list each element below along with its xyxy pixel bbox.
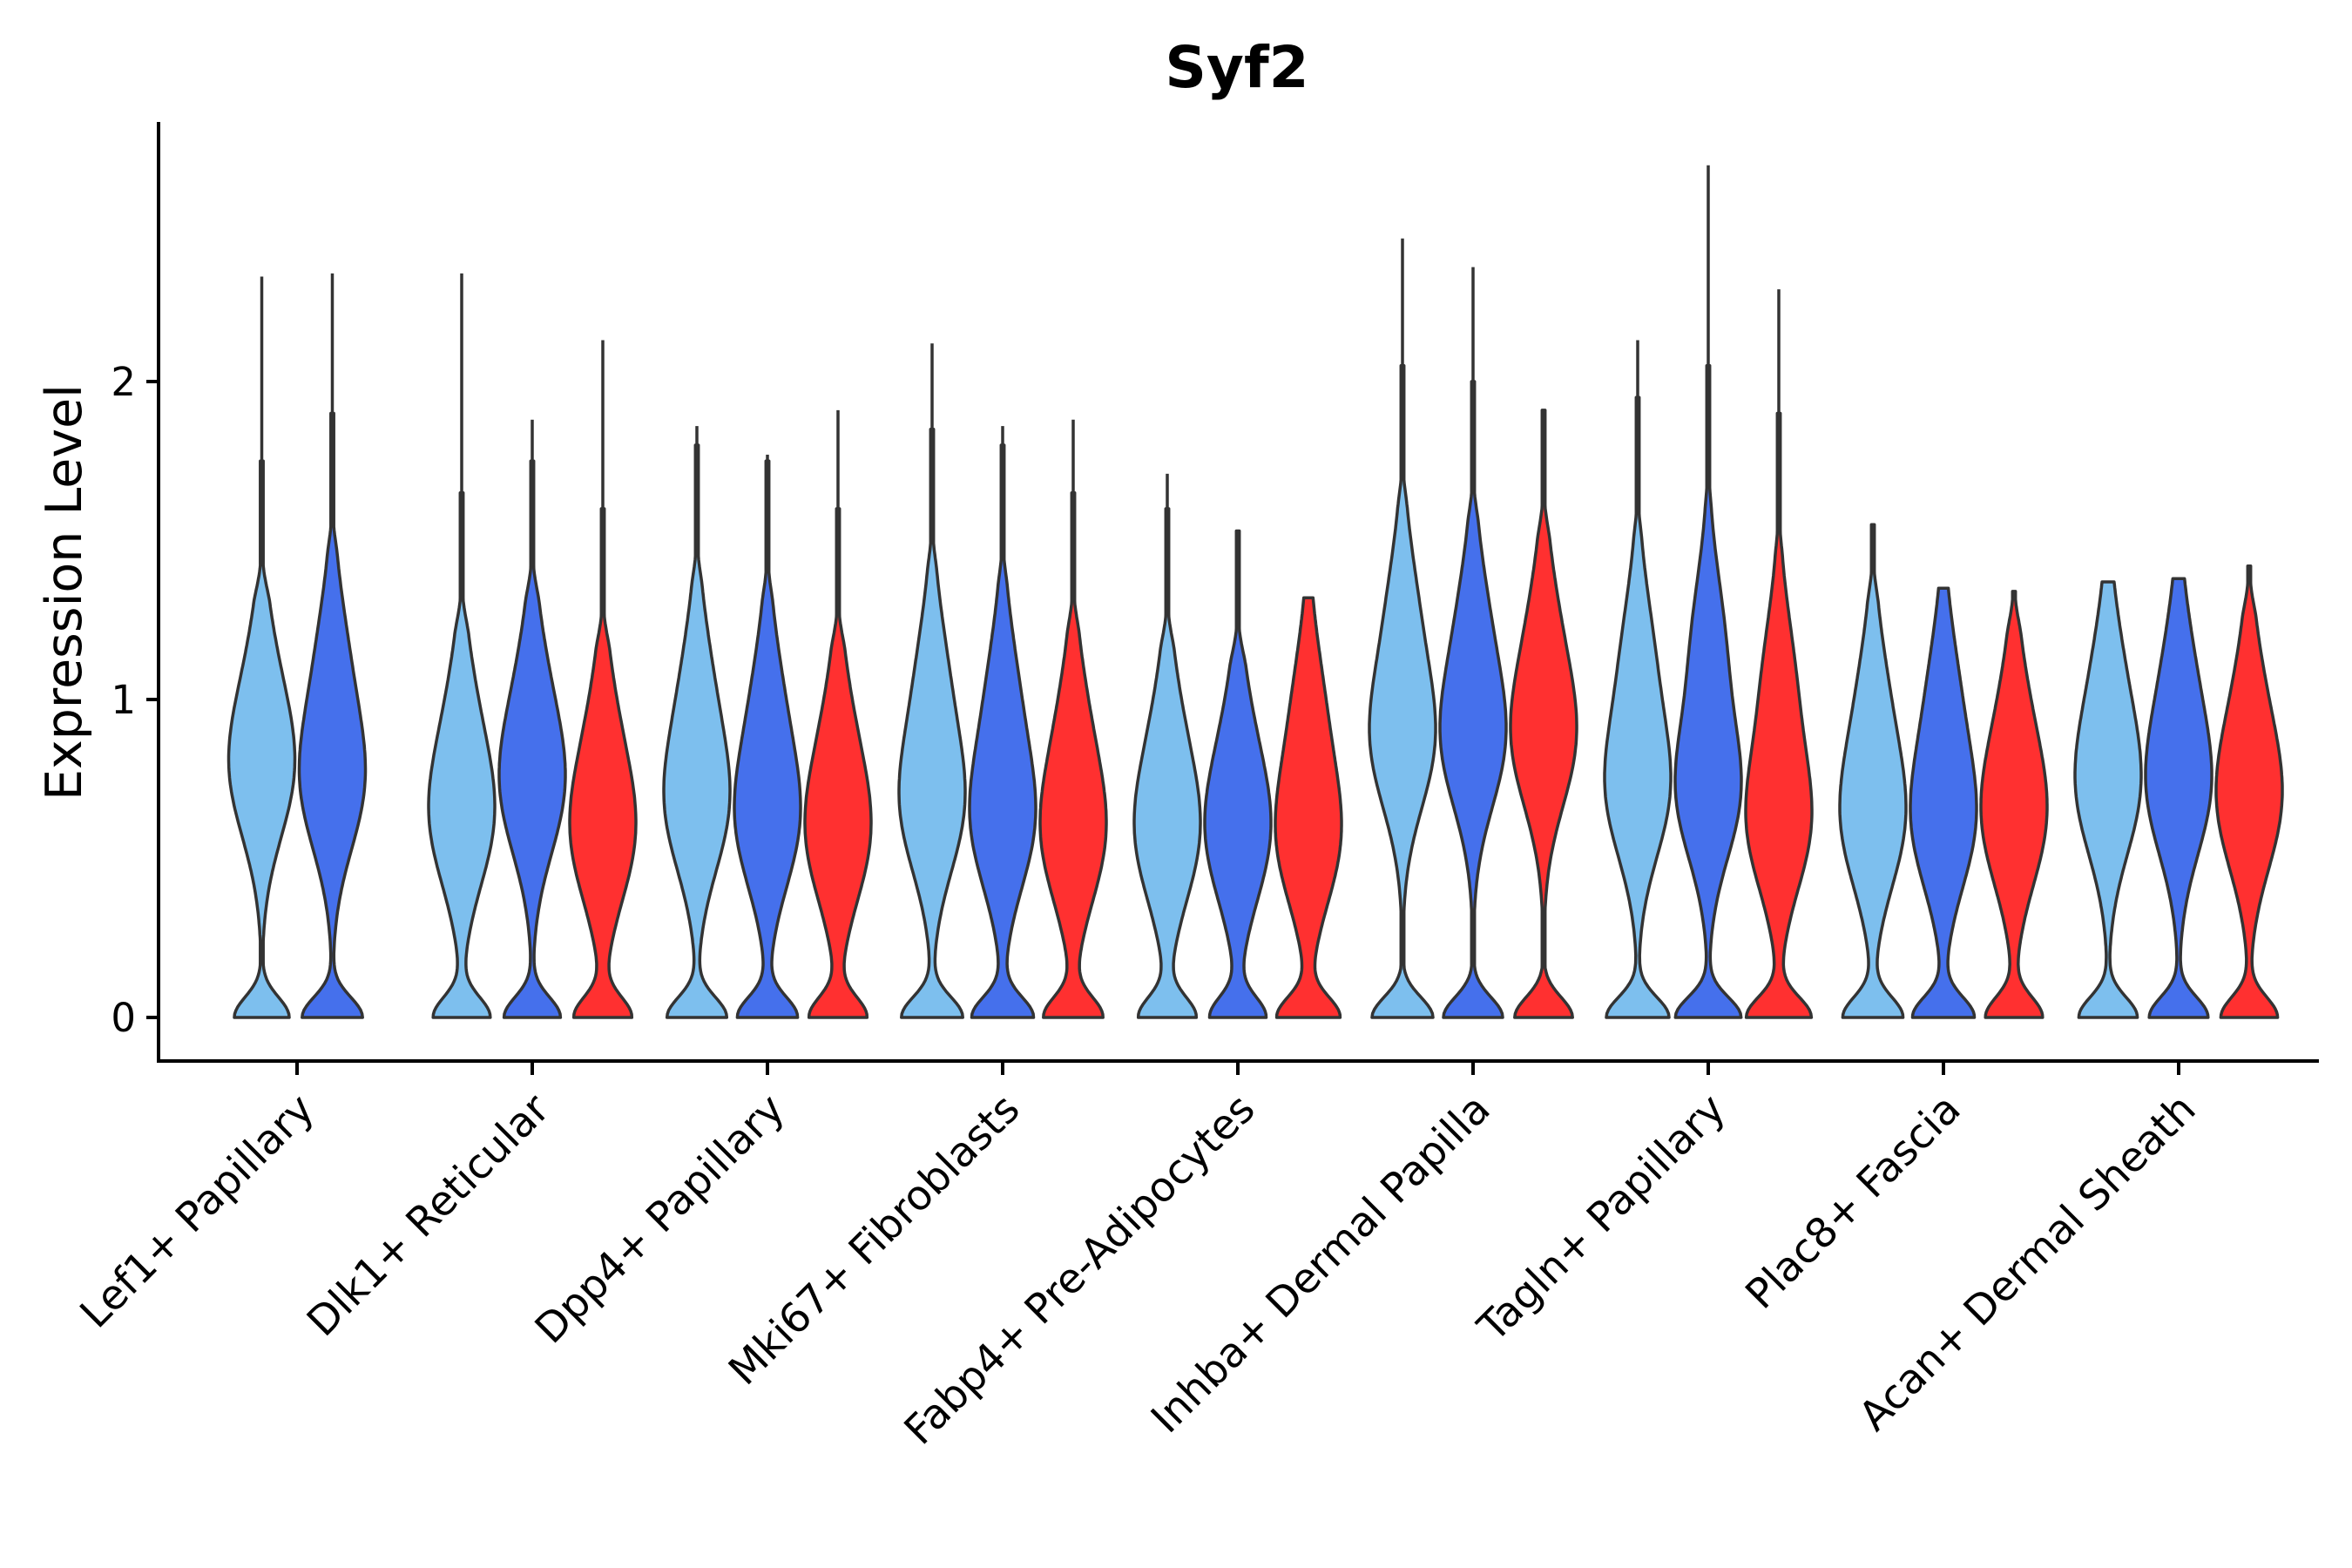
violin-shape	[1673, 363, 1743, 1019]
violin-shape	[1838, 523, 1908, 1019]
violin-shape	[1438, 380, 1508, 1019]
violin-shape	[1509, 409, 1578, 1019]
violin-shape	[568, 507, 638, 1019]
violin-shape	[968, 443, 1037, 1019]
violin-shape	[1132, 507, 1202, 1019]
violin-shape	[1368, 363, 1437, 1019]
violin-shape	[1909, 586, 1978, 1019]
violin-shape	[662, 443, 732, 1019]
violin-shape	[1603, 395, 1673, 1019]
violin-shape	[897, 428, 967, 1019]
x-tick-label: Plac8+ Fascia	[1737, 1085, 1970, 1319]
y-tick-label: 2	[111, 359, 136, 405]
y-axis-title: Expression Level	[36, 384, 93, 801]
violin-shape	[226, 459, 297, 1019]
x-tick-label: Dlk1+ Reticular	[298, 1085, 559, 1346]
x-tick-label: Tagln+ Papillary	[1469, 1085, 1735, 1352]
violin-shape	[2214, 564, 2284, 1019]
x-tick-label: Lef1+ Papillary	[71, 1085, 324, 1338]
y-axis-ticks: 0 1 2	[111, 359, 159, 1041]
violin-shape	[1038, 491, 1108, 1019]
violin-shape	[2144, 577, 2213, 1019]
violin-shape	[427, 491, 497, 1019]
violin-shape	[297, 411, 368, 1019]
y-tick-label: 1	[111, 677, 136, 723]
violin-shape	[2073, 580, 2143, 1019]
violin-shape	[733, 459, 802, 1019]
violin-shape	[1274, 596, 1343, 1019]
chart-title: Syf2	[1165, 34, 1308, 101]
violin-shape	[1203, 529, 1273, 1019]
plot-area	[226, 165, 2284, 1019]
violin-shape	[803, 507, 873, 1019]
y-tick-label: 0	[111, 995, 136, 1041]
violin-shape	[497, 459, 567, 1019]
x-tick-label: Dpp4+ Papillary	[526, 1085, 794, 1354]
violin-shape	[1979, 590, 2049, 1019]
violin-shape	[1744, 411, 1814, 1019]
